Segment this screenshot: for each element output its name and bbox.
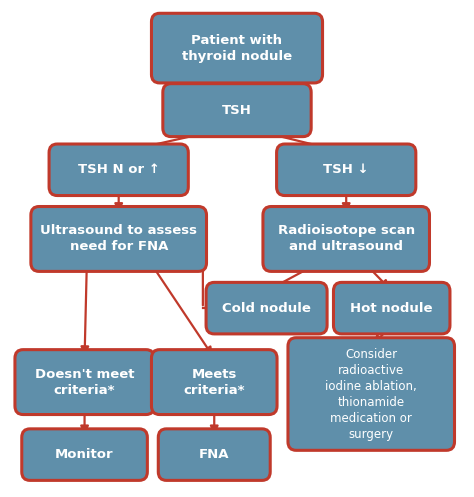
Text: Consider
radioactive
iodine ablation,
thionamide
medication or
surgery: Consider radioactive iodine ablation, th… bbox=[325, 347, 417, 440]
Text: TSH ↓: TSH ↓ bbox=[323, 164, 369, 176]
Text: Hot nodule: Hot nodule bbox=[350, 302, 433, 315]
FancyBboxPatch shape bbox=[334, 282, 450, 334]
FancyBboxPatch shape bbox=[263, 207, 429, 271]
FancyBboxPatch shape bbox=[49, 144, 188, 195]
FancyBboxPatch shape bbox=[152, 13, 322, 83]
FancyBboxPatch shape bbox=[206, 282, 327, 334]
Text: Cold nodule: Cold nodule bbox=[222, 302, 311, 315]
Text: TSH N or ↑: TSH N or ↑ bbox=[78, 164, 160, 176]
Text: TSH: TSH bbox=[222, 104, 252, 117]
Text: Monitor: Monitor bbox=[55, 448, 114, 461]
Text: FNA: FNA bbox=[199, 448, 229, 461]
FancyBboxPatch shape bbox=[163, 83, 311, 137]
FancyBboxPatch shape bbox=[15, 350, 154, 414]
Text: Patient with
thyroid nodule: Patient with thyroid nodule bbox=[182, 34, 292, 63]
Text: Doesn't meet
criteria*: Doesn't meet criteria* bbox=[35, 368, 134, 397]
FancyBboxPatch shape bbox=[31, 207, 207, 271]
FancyBboxPatch shape bbox=[152, 350, 277, 414]
Text: Meets
criteria*: Meets criteria* bbox=[183, 368, 245, 397]
Text: Radioisotope scan
and ultrasound: Radioisotope scan and ultrasound bbox=[278, 225, 415, 253]
FancyBboxPatch shape bbox=[22, 429, 147, 481]
FancyBboxPatch shape bbox=[158, 429, 270, 481]
Text: Ultrasound to assess
need for FNA: Ultrasound to assess need for FNA bbox=[40, 225, 197, 253]
FancyBboxPatch shape bbox=[277, 144, 416, 195]
FancyBboxPatch shape bbox=[288, 338, 455, 450]
